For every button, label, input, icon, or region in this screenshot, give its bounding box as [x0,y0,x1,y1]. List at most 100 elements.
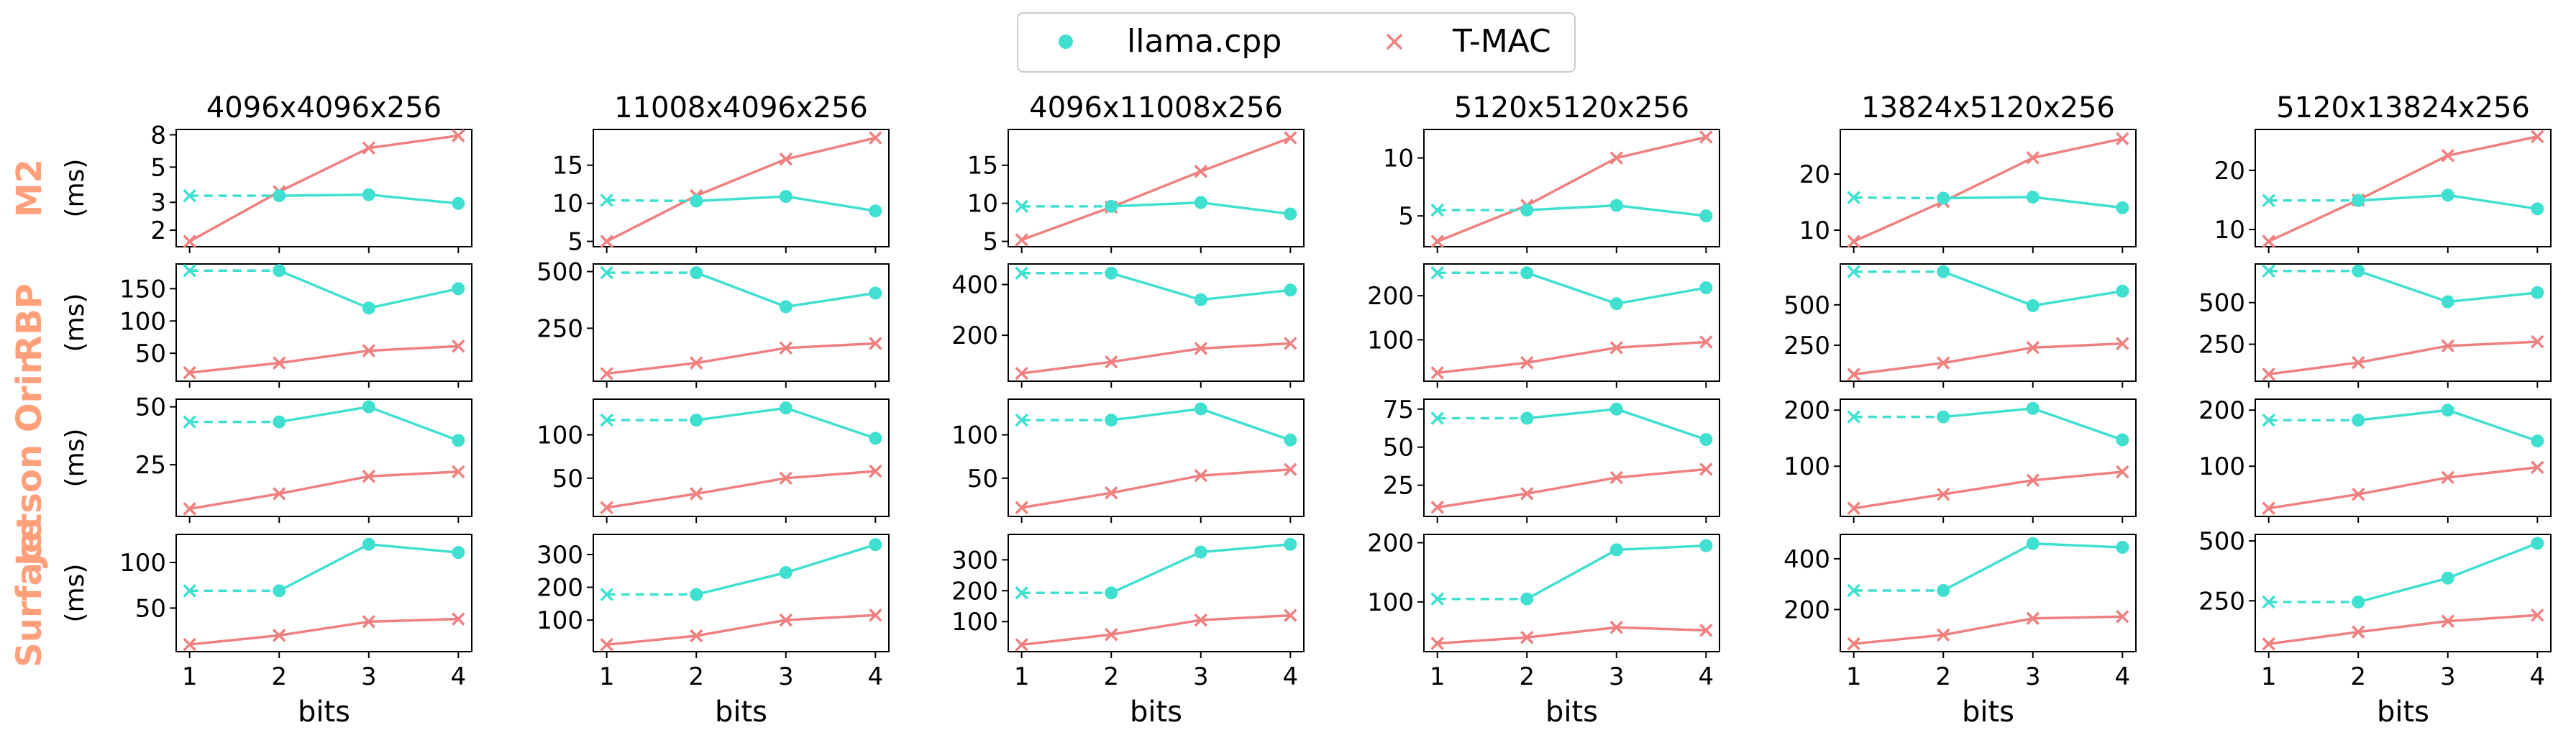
tmac-point [452,465,465,479]
llama-point [869,204,882,218]
y-tick-label: 10 [1383,145,1414,173]
y-tick-label: 500 [536,258,583,287]
y-tick-label: 5 [982,228,998,257]
tmac-point [779,341,793,355]
y-tick-label: 3 [150,188,166,217]
llama-point [1937,265,1950,278]
x-axis-label: bits [2377,696,2429,729]
tmac-point [1520,631,1534,644]
y-tick-label: 250 [2198,587,2245,616]
y-tick-label: 500 [2198,289,2245,318]
panel-2-3: 200 400 [951,263,1305,388]
tmac-point [869,464,882,478]
series-tmac-line [2267,135,2538,243]
y-tick-label: 250 [536,314,583,343]
tmac-point [272,356,286,370]
llama-point [1847,583,1860,598]
y-tick-label: 100 [1367,326,1414,355]
legend-tmac-label: T-MAC [1452,23,1551,60]
tmac-point [869,131,882,145]
llama-point [273,584,286,598]
llama-point [1609,402,1623,416]
tmac-point [2026,473,2040,487]
panel-1-3: 5 10 15 [967,129,1305,257]
y-unit-label: (ms) [60,429,90,488]
series-tmac-line [189,470,459,511]
llama-point [1015,266,1028,280]
tmac-point [1430,366,1444,380]
shape-title: 4096x11008x256 [1029,91,1283,124]
y-tick-label: 75 [1383,396,1414,424]
tmac-point [2441,614,2455,628]
llama-point [1430,203,1444,217]
tmac-point [183,234,196,248]
series-tmac-line [1021,614,1291,647]
tmac-point [1609,621,1624,634]
series-tmac-line [1437,468,1707,509]
shape-title: 5120x5120x256 [1454,91,1689,124]
llama-point [2026,190,2040,204]
axes-frame [1840,263,2137,382]
y-tick-label: 50 [967,465,998,493]
axes-frame [175,263,472,382]
series-tmac-line [2268,614,2538,645]
tmac-point [183,637,196,652]
llama-point [1194,545,1207,559]
y-tick-label: 400 [1783,545,1830,574]
axes-frame [2255,263,2552,382]
series-tmac-line [1853,137,2123,243]
llama-point [1937,583,1950,597]
axes-frame [1840,129,2137,247]
y-tick-label: 50 [552,465,583,493]
llama-point [1937,410,1950,424]
tmac-point [452,339,465,353]
y-tick-label: 100 [536,421,583,450]
panel-2-4: 100 200 [1367,263,1720,388]
llama-point [2026,401,2040,415]
tmac-point [600,638,613,652]
llama-point [273,264,286,278]
device-label: RBP [9,283,50,362]
tmac-point [1699,624,1713,637]
shape-title: 5120x13824x256 [2276,91,2530,124]
llama-point [1430,592,1444,606]
tmac-point [1699,335,1713,349]
tmac-point [2531,608,2544,622]
y-tick-label: 8 [150,121,166,150]
y-tick-label: 200 [536,574,583,603]
llama-point [869,286,882,300]
llama-point [779,566,793,580]
llama-point [2531,286,2544,299]
llama-point [1847,191,1860,204]
series-tmac-line [1021,468,1291,509]
x-tick-label: 3 [2025,662,2041,691]
device-label: Surface [9,519,50,667]
llama-point [600,193,613,207]
legend-llama-label: llama.cpp [1127,23,1282,60]
series-tmac-line [606,136,876,243]
llama-point [1015,586,1028,600]
y-tick-label: 300 [951,546,998,575]
axes-frame [1423,129,1720,247]
series-tmac-line [1853,615,2123,645]
y-tick-label: 100 [951,421,998,450]
series-llama-line [1942,542,2123,592]
llama-point [273,415,286,429]
panel-1-5: 10 20 [1799,129,2137,253]
tmac-point [779,471,793,486]
tmac-point [600,367,613,380]
y-tick-label: 200 [2198,396,2245,425]
llama-point [1105,266,1118,280]
axes-frame [175,129,472,247]
tmac-point [2116,132,2129,146]
y-tick-label: 25 [1383,472,1414,501]
tmac-point [2531,460,2544,474]
tmac-point [1015,366,1028,380]
legend: llama.cpp T-MAC [1017,12,1576,73]
series-tmac-line [1021,137,1291,242]
legend-frame [1017,12,1576,73]
tmac-point [600,501,613,515]
tmac-point [452,129,465,142]
llama-point [2441,571,2454,585]
